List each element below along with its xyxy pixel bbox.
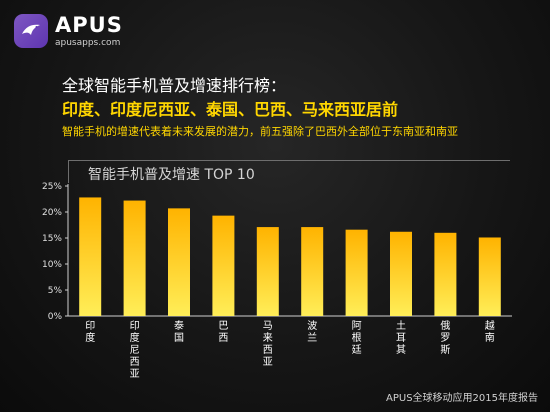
x-category-label: 土耳其 bbox=[396, 319, 406, 356]
y-tick-label: 25% bbox=[42, 182, 62, 192]
y-tick-label: 5% bbox=[48, 286, 63, 296]
bar bbox=[390, 231, 412, 316]
x-category-label: 印度 bbox=[85, 320, 95, 344]
headline: 全球智能手机普及增速排行榜： bbox=[62, 76, 287, 95]
apus-bird-icon bbox=[14, 14, 48, 48]
highlight-countries: 印度、印度尼西亚、泰国、巴西、马来西亚居前 bbox=[62, 100, 399, 119]
brand-name: APUS bbox=[55, 12, 123, 37]
apus-logo: APUS apusapps.com bbox=[14, 14, 123, 48]
bar bbox=[168, 208, 190, 316]
bar bbox=[256, 227, 279, 316]
x-category-label: 越南 bbox=[485, 319, 495, 344]
source-footer: APUS全球移动应用2015年度报告 bbox=[386, 393, 538, 404]
y-tick-label: 0% bbox=[48, 312, 63, 322]
bar bbox=[434, 232, 457, 316]
y-tick-label: 15% bbox=[42, 234, 62, 244]
subtext: 智能手机的增速代表着未来发展的潜力，前五强除了巴西外全部位于东南亚和南亚 bbox=[62, 125, 458, 138]
x-category-label: 印度尼西亚 bbox=[130, 320, 140, 380]
x-category-label: 泰国 bbox=[174, 319, 184, 344]
bar bbox=[345, 229, 368, 316]
x-category-label: 马来西亚 bbox=[263, 320, 273, 368]
x-category-label: 阿根廷 bbox=[352, 320, 362, 356]
chart-title: 智能手机普及增速 TOP 10 bbox=[88, 167, 255, 183]
x-category-label: 巴西 bbox=[218, 320, 228, 344]
bar bbox=[212, 215, 235, 316]
bar bbox=[478, 237, 501, 316]
brand-site: apusapps.com bbox=[55, 37, 121, 48]
x-category-label: 俄罗斯 bbox=[440, 320, 450, 356]
bar bbox=[301, 227, 324, 316]
bar bbox=[123, 200, 146, 316]
chart-frame bbox=[68, 160, 510, 183]
y-tick-label: 10% bbox=[42, 260, 62, 270]
y-tick-label: 20% bbox=[42, 208, 62, 218]
x-category-label: 波兰 bbox=[307, 319, 317, 344]
bar bbox=[79, 197, 102, 316]
